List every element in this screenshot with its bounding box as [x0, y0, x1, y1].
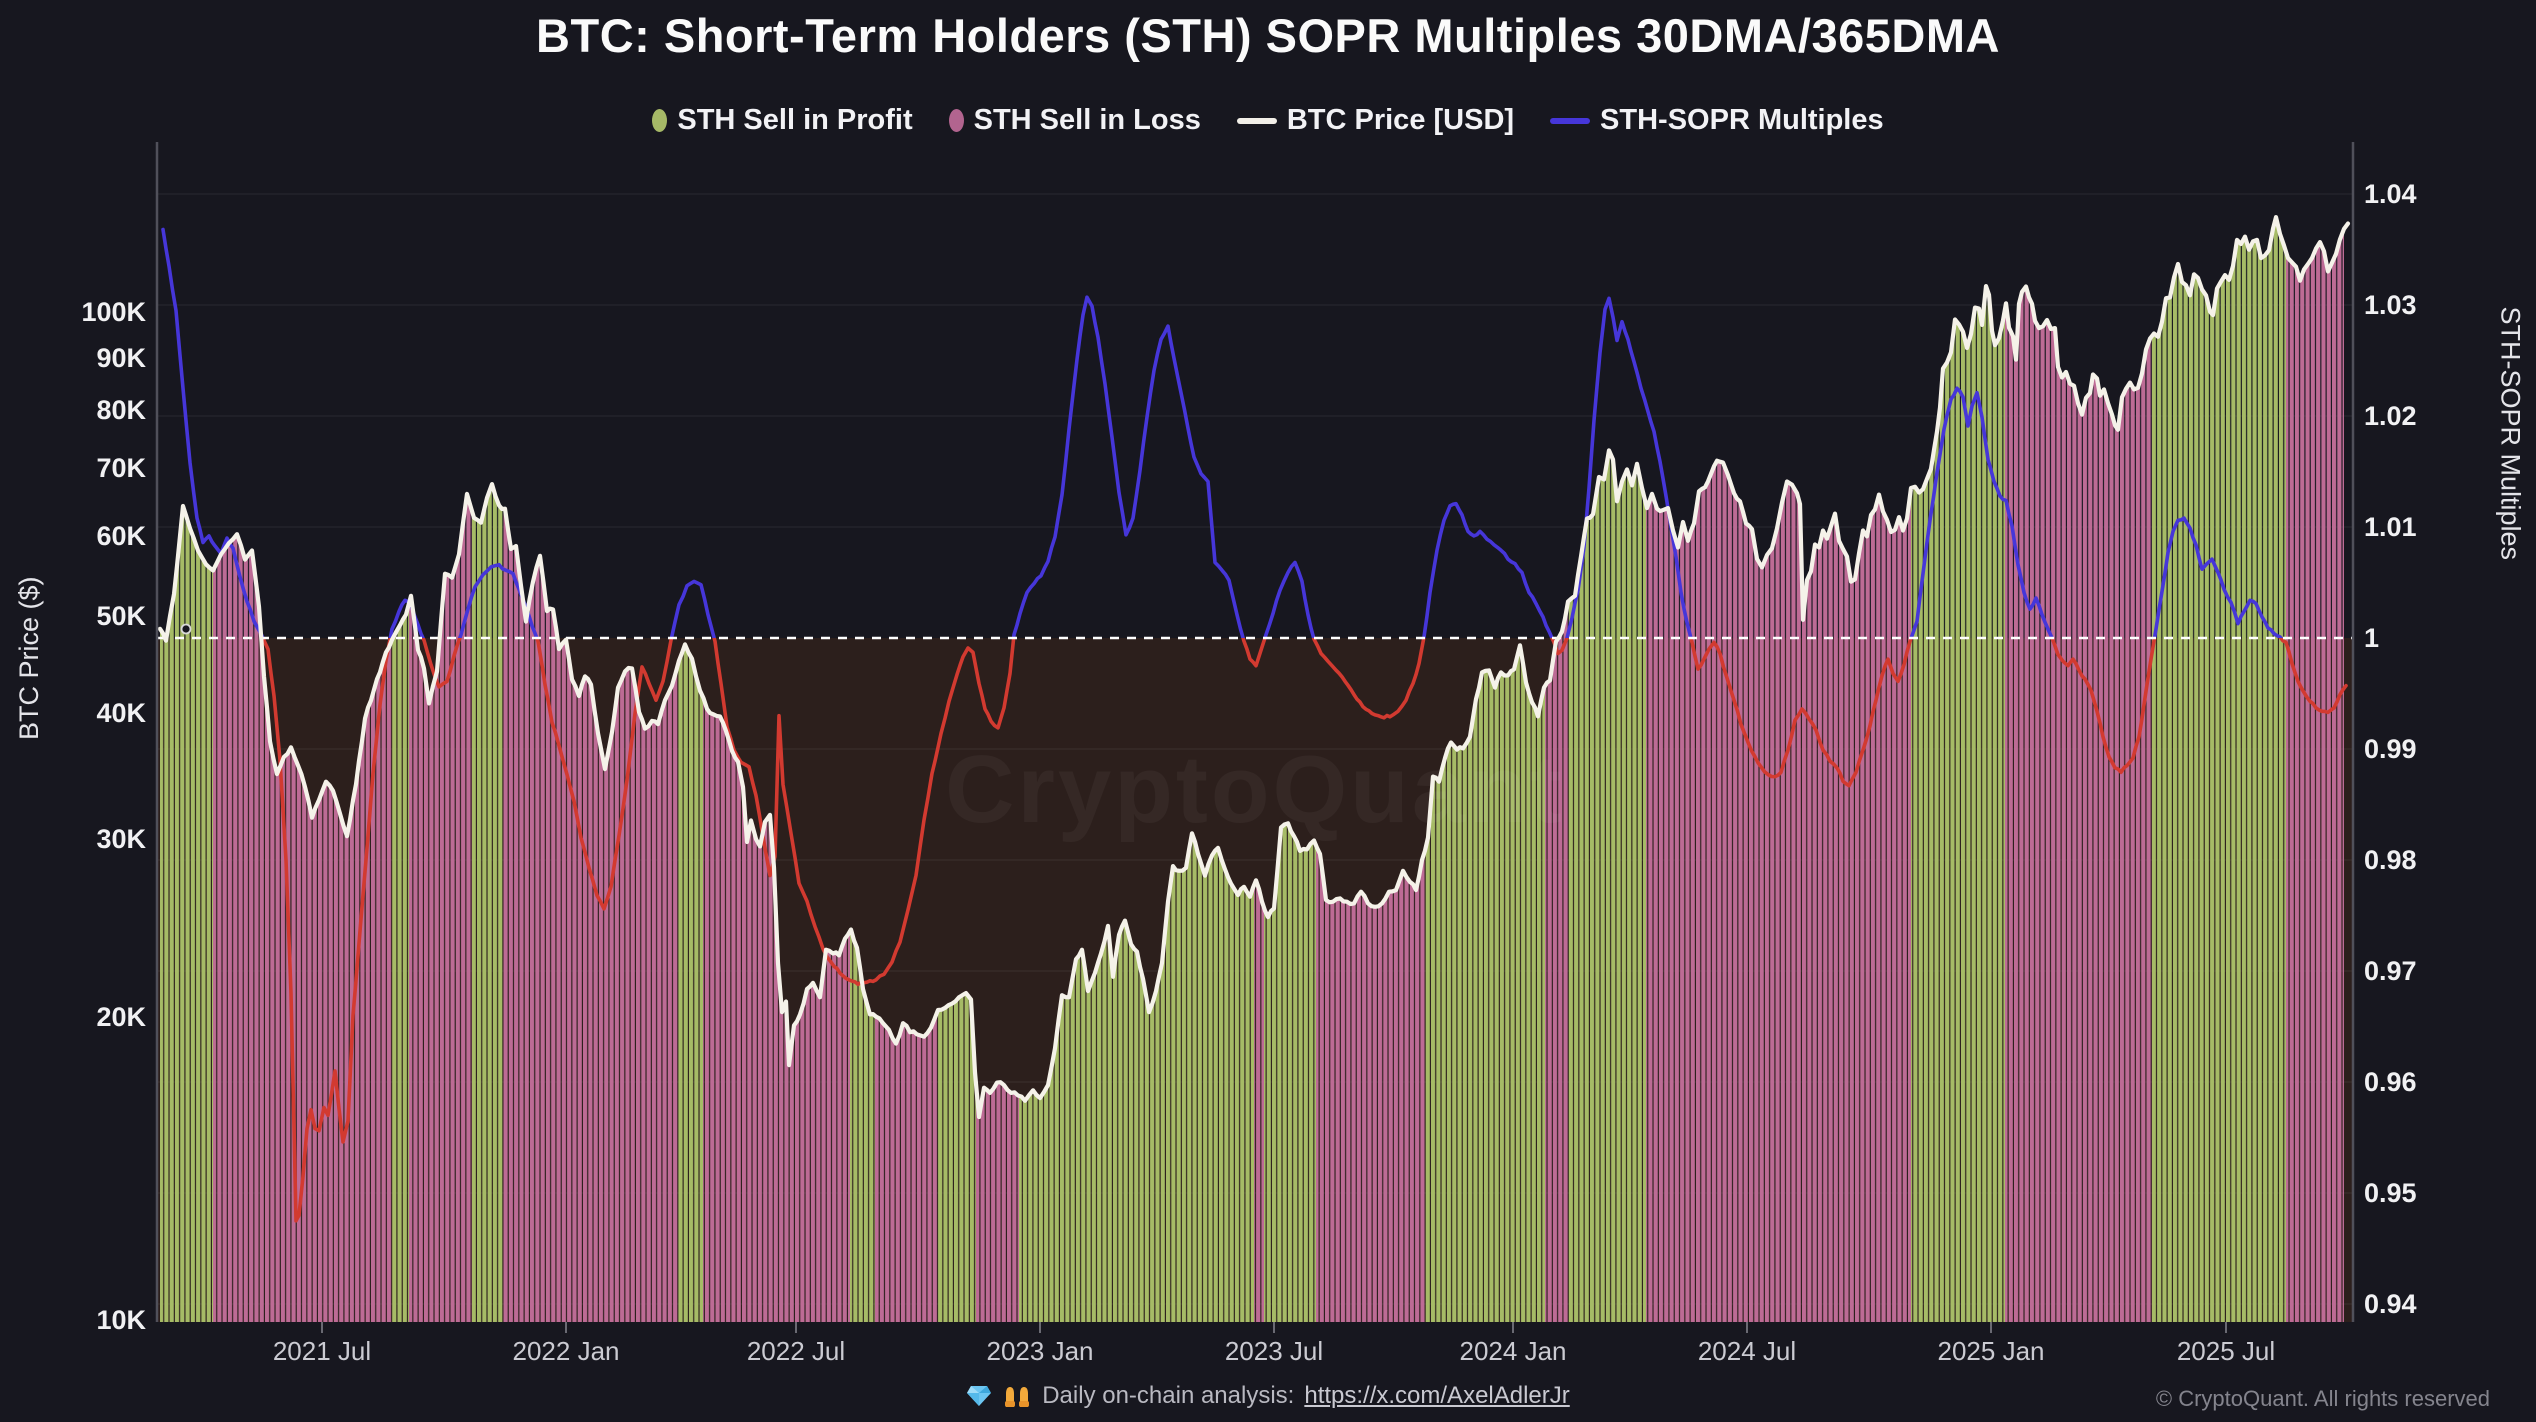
raised-hands-icon	[1002, 1384, 1032, 1408]
right-axis-tick-label: 0.97	[2364, 956, 2417, 986]
bar-segment-profit	[472, 217, 503, 1324]
right-axis-tick-label: 1.02	[2364, 401, 2417, 431]
left-axis-tick-label: 30K	[96, 824, 146, 854]
left-axis-tick-label: 100K	[81, 297, 146, 327]
btc-price-line	[157, 215, 2351, 1120]
x-axis-tick-label: 2022 Jul	[746, 1336, 846, 1366]
legend-item-label: STH Sell in Profit	[677, 104, 913, 136]
right-axis-tick-label: 1.04	[2364, 179, 2417, 209]
bar-segment-loss	[409, 217, 472, 1324]
x-axis-tick-label: 2025 Jul	[2176, 1336, 2276, 1366]
bar-segment-loss	[503, 217, 678, 1324]
footer-credit: Daily on-chain analysis: https://x.com/A…	[0, 1382, 2536, 1410]
bar-segment-profit	[160, 217, 213, 1324]
right-axis-tick-label: 0.95	[2364, 1178, 2417, 1208]
bar-segment-loss	[1646, 217, 1911, 1324]
left-axis-tick-label: 90K	[96, 343, 146, 373]
x-axis-tick-label: 2023 Jan	[986, 1336, 1094, 1366]
x-axis-tick-label: 2021 Jul	[272, 1336, 372, 1366]
x-axis-tick-label: 2023 Jul	[1224, 1336, 1324, 1366]
left-axis-tick-label: 60K	[96, 521, 146, 551]
legend-marker-icon	[1550, 117, 1591, 124]
right-axis-tick-label: 1.03	[2364, 290, 2417, 320]
bar-segment-loss	[2005, 217, 2152, 1324]
left-axis-tick-label: 50K	[96, 601, 146, 631]
x-axis-tick-label: 2022 Jan	[512, 1336, 620, 1366]
left-axis-tick-label: 70K	[96, 453, 146, 483]
legend-item-label: STH Sell in Loss	[973, 104, 1201, 136]
legend-marker-icon	[652, 109, 668, 132]
right-axis-tick-label: 0.94	[2364, 1289, 2417, 1319]
plot-bottom-edge	[0, 1322, 2536, 1328]
watermark: CryptoQuant	[945, 736, 1565, 843]
right-axis-tick-label: 1.01	[2364, 512, 2417, 542]
legend-item-btc-price-usd-[interactable]: BTC Price [USD]	[1236, 104, 1515, 137]
x-axis-tick-label: 2024 Jul	[1697, 1336, 1797, 1366]
bar-segment-profit	[1568, 217, 1646, 1324]
legend-marker-icon	[948, 109, 964, 132]
legend-item-sth-sopr-multiples[interactable]: STH-SOPR Multiples	[1550, 104, 1884, 137]
bar-segment-profit	[2152, 217, 2286, 1324]
left-axis-tick-label: 80K	[96, 395, 146, 425]
credit-link[interactable]: https://x.com/AxelAdlerJr	[1304, 1382, 1570, 1409]
bar-segment-loss	[2286, 217, 2344, 1324]
legend: STH Sell in Profit STH Sell in Loss BTC Pr…	[0, 104, 2536, 137]
legend-item-sth-sell-in-profit[interactable]: STH Sell in Profit	[652, 104, 913, 137]
right-axis-title: STH-SOPR Multiples	[2496, 306, 2526, 560]
legend-item-label: STH-SOPR Multiples	[1600, 104, 1884, 136]
left-axis-tick-label: 40K	[96, 698, 146, 728]
bar-segment-profit	[392, 217, 409, 1324]
right-axis-tick-label: 0.99	[2364, 734, 2417, 764]
legend-marker-icon	[1236, 117, 1277, 124]
right-axis-tick-label: 0.98	[2364, 845, 2417, 875]
data-point-marker	[180, 623, 192, 635]
legend-item-sth-sell-in-loss[interactable]: STH Sell in Loss	[948, 104, 1201, 137]
page-title: BTC: Short-Term Holders (STH) SOPR Multi…	[536, 9, 2000, 62]
left-axis-tick-label: 20K	[96, 1002, 146, 1032]
left-axis-tick-label: 10K	[96, 1305, 146, 1335]
bar-segment-loss	[1545, 217, 1568, 1324]
legend-item-label: BTC Price [USD]	[1286, 104, 1515, 136]
credit-text: Daily on-chain analysis:	[1042, 1382, 1295, 1409]
x-axis-tick-label: 2025 Jan	[1937, 1336, 2045, 1366]
diamond-icon	[966, 1384, 992, 1408]
copyright-text: © CryptoQuant. All rights reserved	[2155, 1386, 2490, 1411]
right-axis-tick-label: 1	[2364, 623, 2380, 653]
right-axis-tick-label: 0.96	[2364, 1067, 2417, 1097]
x-axis-tick-label: 2024 Jan	[1459, 1336, 1567, 1366]
bar-segment-profit	[678, 217, 703, 1324]
